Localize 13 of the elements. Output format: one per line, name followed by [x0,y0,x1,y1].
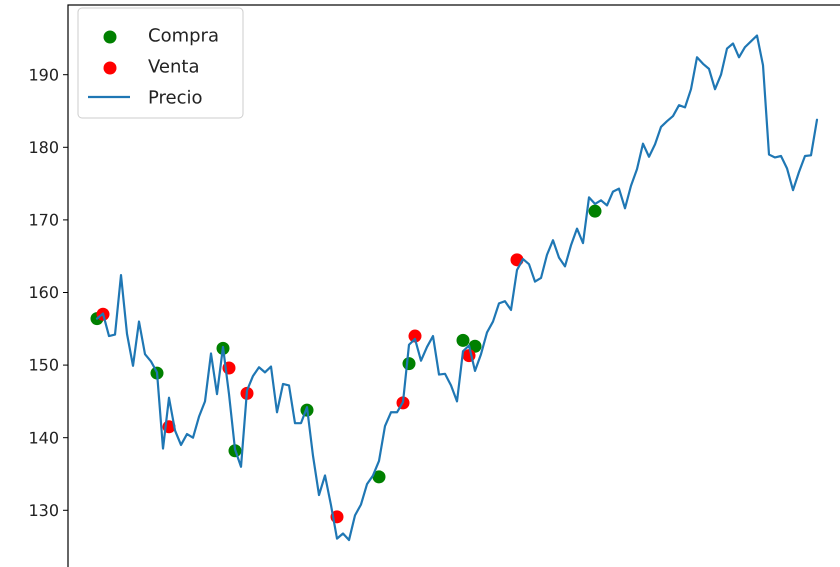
point [372,470,386,484]
point [588,204,602,218]
y-tick-label: 180 [28,138,59,157]
y-tick-label: 190 [28,65,59,84]
legend-label: Compra [148,25,219,46]
legend-label: Precio [148,87,203,108]
y-tick-label: 160 [28,283,59,302]
point [456,334,470,347]
legend-label: Venta [148,56,200,78]
y-tick-label: 130 [28,500,59,520]
y-tick-label: 140 [28,428,59,448]
y-tick-label: 170 [28,210,59,230]
y-tick-label: 150 [28,356,59,375]
